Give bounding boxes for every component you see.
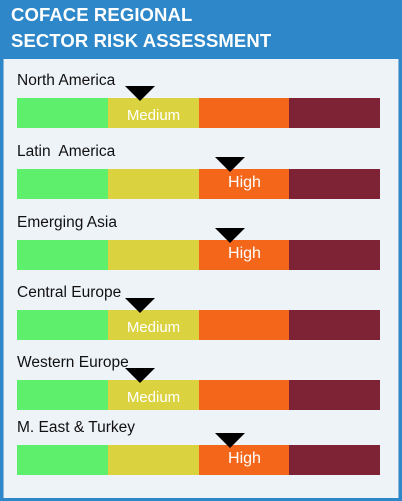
segment-high [199,445,289,475]
segment-low [17,380,108,410]
segment-high [199,380,289,410]
risk-scale-bar: High [17,169,380,199]
region-label: Latin America [17,143,116,160]
segment-very-high [289,445,380,475]
region-label: Western Europe [17,354,129,371]
risk-scale-bar: Medium [17,98,380,128]
segment-medium [108,380,199,410]
risk-row-latin-america: Latin America High [4,143,400,213]
risk-row-western-europe: Western Europe Medium [4,354,400,424]
header: COFACE REGIONAL SECTOR RISK ASSESSMENT [0,0,402,58]
segment-medium [108,98,199,128]
rating-label: Medium [126,319,181,336]
marker-triangle-icon [125,86,155,101]
risk-row-central-europe: Central Europe Medium [4,284,400,354]
risk-row-emerging-asia: Emerging Asia High [4,214,400,284]
marker-triangle-icon [125,368,155,383]
segment-very-high [289,240,380,270]
rating-label: High [228,450,261,467]
segment-medium [108,445,199,475]
segment-very-high [289,98,380,128]
segment-low [17,169,108,199]
marker-triangle-icon [215,157,245,172]
region-label: M. East & Turkey [17,419,136,436]
rating-label: Medium [126,107,181,124]
segment-high [199,98,289,128]
region-label: Emerging Asia [17,214,117,231]
risk-scale-bar: Medium [17,380,380,410]
risk-scale-bar: Medium [17,310,380,340]
segment-low [17,98,108,128]
segment-very-high [289,380,380,410]
segment-medium [108,169,199,199]
segment-low [17,310,108,340]
risk-row-north-america: North America Medium [4,72,400,142]
marker-triangle-icon [215,433,245,448]
title-line-1: COFACE REGIONAL [11,4,193,25]
risk-scale-bar: High [17,240,380,270]
risk-row-middle-east-turkey: M. East & Turkey High [4,419,400,489]
marker-triangle-icon [125,298,155,313]
segment-very-high [289,169,380,199]
segment-high [199,169,289,199]
risk-scale-bar: High [17,445,380,475]
region-label: Central Europe [17,284,122,301]
segment-medium [108,310,199,340]
segment-high [199,240,289,270]
marker-triangle-icon [215,228,245,243]
region-label: North America [17,72,116,89]
segment-very-high [289,310,380,340]
segment-high [199,310,289,340]
title-line-2: SECTOR RISK ASSESSMENT [11,30,272,51]
segment-medium [108,240,199,270]
risk-panel: North America Medium Latin America High [3,59,399,498]
rating-label: High [228,174,261,191]
segment-low [17,445,108,475]
rating-label: Medium [126,389,181,406]
rating-label: High [228,245,261,262]
segment-low [17,240,108,270]
